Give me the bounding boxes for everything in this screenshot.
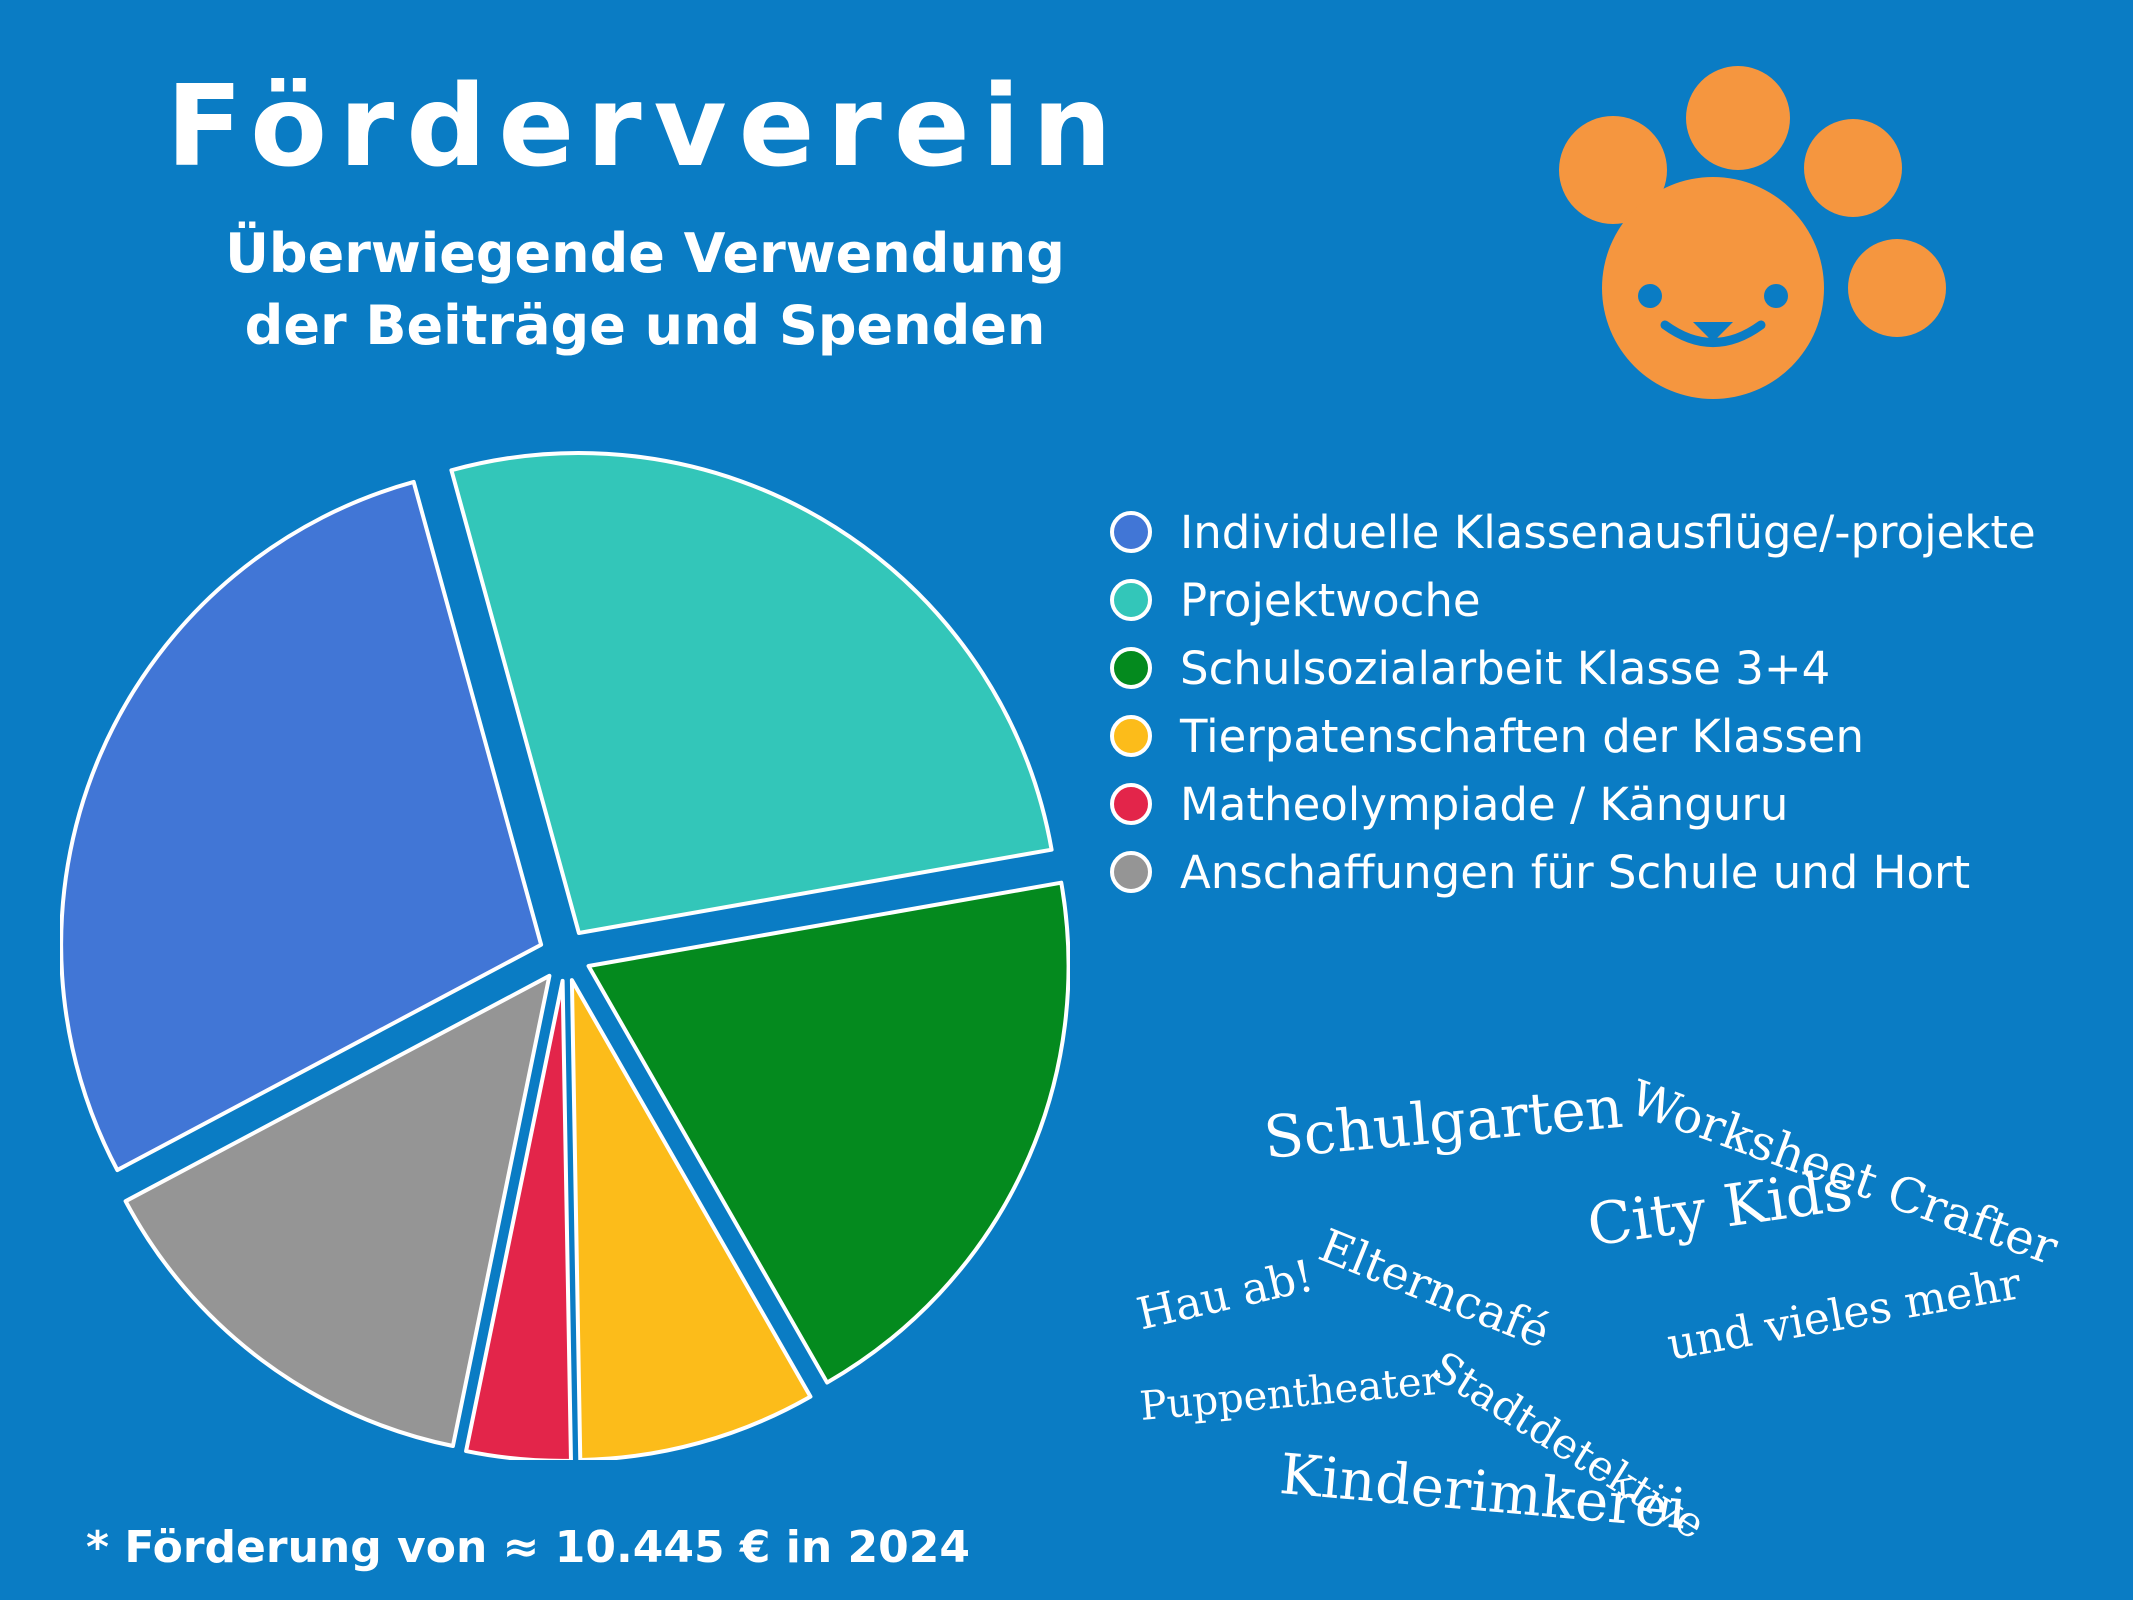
pie-slice-2: [586, 880, 1070, 1385]
footnote: * Förderung von ≈ 10.445 € in 2024: [86, 1522, 970, 1573]
legend-swatch: [1110, 511, 1152, 553]
legend-item-5: Anschaffungen für Schule und Hort: [1110, 838, 2036, 906]
legend-swatch: [1110, 851, 1152, 893]
legend-item-0: Individuelle Klassenausflüge/-projekte: [1110, 498, 2036, 566]
legend-label: Projektwoche: [1180, 573, 1481, 627]
subtitle-line-1: Überwiegende Verwendung: [225, 222, 1065, 285]
legend-swatch: [1110, 647, 1152, 689]
legend-label: Individuelle Klassenausflüge/-projekte: [1180, 505, 2036, 559]
chart-legend: Individuelle Klassenausflüge/-projekte Pr…: [1110, 498, 2036, 906]
pie-slice-5: [123, 973, 552, 1449]
legend-item-2: Schulsozialarbeit Klasse 3+4: [1110, 634, 2036, 702]
legend-swatch: [1110, 579, 1152, 621]
face-eye-right: [1764, 284, 1788, 308]
paw-face: [1602, 177, 1824, 399]
cloud-word-hau-ab: Hau ab!: [1132, 1250, 1319, 1341]
paw-toe-top: [1686, 66, 1790, 170]
face-features: [1660, 320, 1766, 347]
legend-item-4: Matheolympiade / Känguru: [1110, 770, 2036, 838]
pie-slice-1: [449, 451, 1054, 936]
paw-toe-far-right: [1848, 239, 1946, 337]
cloud-word-schulgarten: Schulgarten: [1261, 1072, 1626, 1172]
cloud-word-und-vieles-mehr: und vieles mehr: [1663, 1258, 2025, 1371]
pie-chart: [60, 451, 1070, 1460]
face-nose: [1693, 322, 1733, 342]
legend-item-1: Projektwoche: [1110, 566, 2036, 634]
legend-label: Tierpatenschaften der Klassen: [1180, 709, 1865, 763]
paw-toe-right: [1804, 119, 1902, 217]
legend-label: Schulsozialarbeit Klasse 3+4: [1180, 641, 1831, 695]
face-eye-left: [1638, 284, 1662, 308]
cloud-word-elterncafe: Elterncafé: [1311, 1217, 1558, 1360]
paw-toe-left: [1559, 116, 1667, 224]
legend-swatch: [1110, 715, 1152, 757]
paw-face-icon: [1559, 66, 1946, 399]
pie-slice-3: [569, 978, 813, 1460]
legend-label: Matheolympiade / Känguru: [1180, 777, 1789, 831]
pie-slice-0: [60, 479, 544, 1173]
page-title: Förderverein: [166, 62, 1124, 192]
legend-item-3: Tierpatenschaften der Klassen: [1110, 702, 2036, 770]
legend-label: Anschaffungen für Schule und Hort: [1180, 845, 1971, 899]
pie-slice-4: [464, 978, 573, 1460]
logo-shapes: [1559, 66, 1946, 399]
face-smile: [1660, 320, 1766, 347]
subtitle-line-2: der Beiträge und Spenden: [244, 294, 1046, 357]
legend-swatch: [1110, 783, 1152, 825]
cloud-word-city-kids: City Kids: [1583, 1155, 1857, 1260]
cloud-word-puppentheater: Puppentheater: [1137, 1357, 1443, 1430]
